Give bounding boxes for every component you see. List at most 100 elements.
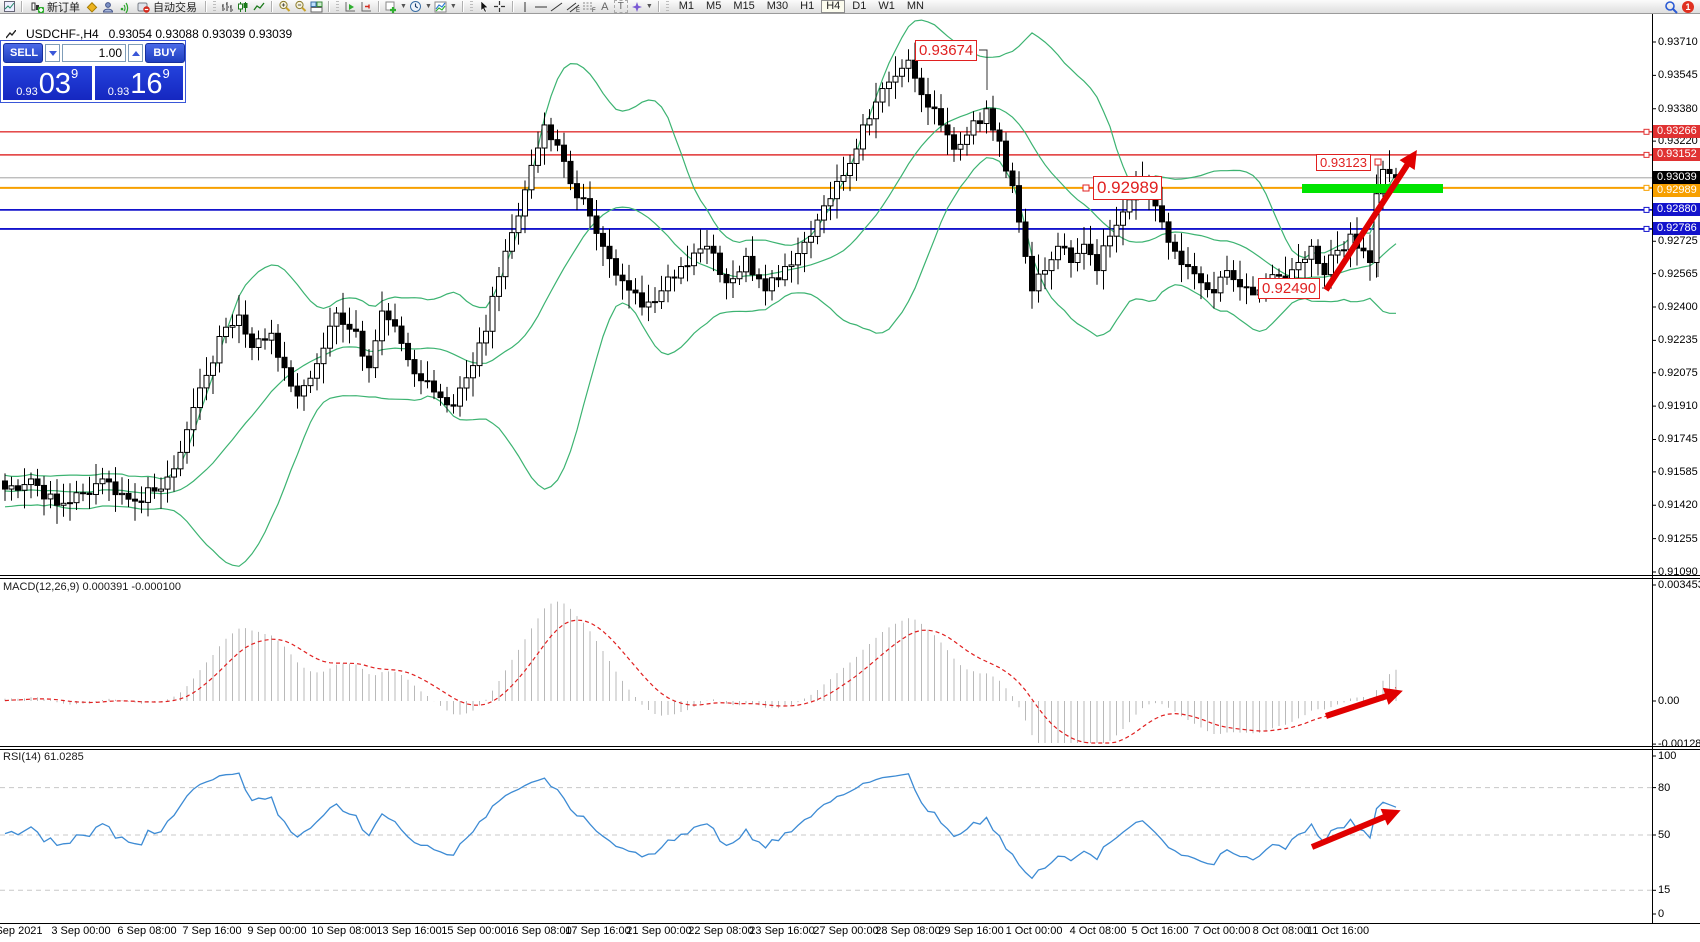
text-label-tool-icon[interactable]: T <box>613 0 628 13</box>
green-highlight-bar[interactable] <box>1302 184 1443 193</box>
y-axis-tick: 0.93710 <box>1658 36 1698 48</box>
indicators-add-icon[interactable] <box>384 0 398 13</box>
volume-increase-button[interactable] <box>128 44 143 62</box>
timeframe-mn[interactable]: MN <box>902 0 929 13</box>
price-label-0.92989: 0.92989 <box>1653 184 1700 198</box>
timeframe-h4[interactable]: H4 <box>821 0 846 13</box>
styler-icon[interactable] <box>85 0 99 13</box>
line-chart-type-icon[interactable] <box>252 0 266 13</box>
time-axis-label: 17 Sep 16:00 <box>565 925 631 937</box>
bullish-arrow[interactable] <box>1325 687 1403 719</box>
chart-window-icon[interactable] <box>2 0 16 13</box>
bollinger-bands <box>4 19 1397 567</box>
bullish-arrow[interactable] <box>1310 808 1401 850</box>
arrows-dropdown-arrow[interactable]: ▼ <box>645 3 653 10</box>
zoom-in-icon[interactable] <box>277 0 291 13</box>
fibonacci-tool-icon[interactable]: F <box>582 0 596 13</box>
y-axis-tick: 0.91745 <box>1658 433 1698 446</box>
macd-axis-tick: 0.003453 <box>1658 579 1700 591</box>
sell-price-tile[interactable]: 0.93 03 9 <box>3 66 92 100</box>
time-axis-label: 21 Sep 00:00 <box>626 925 692 937</box>
time-axis-label: 27 Sep 00:00 <box>813 925 879 937</box>
y-axis-tick: 0.92565 <box>1658 267 1698 280</box>
buy-button[interactable]: BUY <box>145 43 185 63</box>
trendline-tool-icon[interactable] <box>550 0 564 13</box>
tile-windows-icon[interactable] <box>309 0 323 13</box>
macd-axis-tick: -0.001283 <box>1658 738 1700 751</box>
timeframe-w1[interactable]: W1 <box>873 0 900 13</box>
time-axis-label: 15 Sep 00:00 <box>441 925 507 937</box>
triangle-up-icon <box>131 50 140 56</box>
price-annotation-0.93123[interactable]: 0.93123 <box>1316 154 1371 171</box>
level-line-handle[interactable] <box>1643 225 1650 232</box>
auto-trading-button[interactable]: 自动交易 <box>133 0 200 14</box>
ohlc-values: 0.93054 0.93088 0.93039 0.93039 <box>108 27 293 41</box>
high-label-connector <box>979 49 988 90</box>
auto-trading-icon <box>136 0 150 13</box>
indicators-dropdown-arrow[interactable]: ▼ <box>400 3 407 10</box>
time-axis-label: 4 Oct 08:00 <box>1069 925 1127 937</box>
search-icon[interactable] <box>1664 0 1678 14</box>
periods-clock-icon[interactable] <box>409 0 423 13</box>
svg-text:F: F <box>592 8 596 13</box>
recent-high-anchor-square[interactable] <box>1374 158 1382 166</box>
equidistant-channel-tool-icon[interactable]: E <box>566 0 580 13</box>
bar-chart-type-icon[interactable] <box>220 0 234 13</box>
templates-icon[interactable] <box>434 0 448 13</box>
timeframe-m5[interactable]: M5 <box>701 0 726 13</box>
timeframe-d1[interactable]: D1 <box>847 0 871 13</box>
price-label-0.93266: 0.93266 <box>1653 125 1700 139</box>
time-axis-label: 29 Sep 16:00 <box>938 925 1004 937</box>
level-line-handle[interactable] <box>1643 128 1650 135</box>
timeframe-m30[interactable]: M30 <box>762 0 793 13</box>
time-axis-label: 9 Sep 00:00 <box>247 925 307 937</box>
chart-title: USDCHF-,H4 0.93054 0.93088 0.93039 0.930… <box>6 27 292 41</box>
price-annotation-0.93674[interactable]: 0.93674 <box>915 40 978 61</box>
arrows-tool-icon[interactable] <box>630 0 644 13</box>
periods-dropdown-arrow[interactable]: ▼ <box>424 3 432 10</box>
time-axis-label: 16 Sep 08:00 <box>506 925 572 937</box>
volume-decrease-button[interactable] <box>45 44 60 62</box>
sell-button[interactable]: SELL <box>3 43 43 63</box>
buy-price-prefix: 0.93 <box>107 86 130 98</box>
vertical-line-tool-icon[interactable] <box>518 0 532 13</box>
chart-shift-icon[interactable] <box>359 0 373 13</box>
sell-price-prefix: 0.93 <box>16 86 38 98</box>
crosshair-tool-icon[interactable] <box>493 0 507 13</box>
text-tool-icon[interactable]: A <box>601 0 609 13</box>
price-annotation-0.92490[interactable]: 0.92490 <box>1258 278 1321 299</box>
cursor-tool-icon[interactable] <box>477 0 491 13</box>
time-axis-label: 8 Oct 08:00 <box>1252 925 1310 937</box>
volume-input[interactable] <box>62 44 126 62</box>
triangle-down-icon <box>48 50 57 56</box>
bullish-arrow[interactable] <box>1323 149 1417 292</box>
time-axis-label: 5 Oct 16:00 <box>1131 925 1189 937</box>
timeframe-h1[interactable]: H1 <box>795 0 819 13</box>
level-line-handle[interactable] <box>1643 184 1650 191</box>
level-line-handle[interactable] <box>1643 206 1650 213</box>
trend-arrows[interactable] <box>1310 149 1417 850</box>
macd-axis-tick: 0.00 <box>1658 695 1680 707</box>
horizontal-line-tool-icon[interactable] <box>534 0 548 13</box>
zoom-out-icon[interactable] <box>293 0 307 13</box>
signal-icon[interactable] <box>117 0 131 13</box>
timeframe-m1[interactable]: M1 <box>674 0 699 13</box>
level-line-handle[interactable] <box>1643 151 1650 158</box>
y-axis-tick: 0.92725 <box>1658 235 1698 248</box>
auto-scroll-icon[interactable] <box>343 0 357 13</box>
profile-icon[interactable] <box>101 0 115 13</box>
time-axis-label: 28 Sep 08:00 <box>875 925 941 937</box>
candlestick-chart-type-icon[interactable] <box>236 0 250 13</box>
y-axis-tick: 0.93380 <box>1658 102 1698 115</box>
orange-level-anchor-square[interactable] <box>1082 184 1090 192</box>
timeframe-m15[interactable]: M15 <box>728 0 759 13</box>
new-order-button[interactable]: 新订单 <box>27 0 83 14</box>
rsi-label: RSI(14) 61.0285 <box>3 751 84 763</box>
buy-price-tile[interactable]: 0.93 16 9 <box>94 66 183 100</box>
y-axis-tick: 0.91910 <box>1658 400 1698 413</box>
price-annotation-0.92989[interactable]: 0.92989 <box>1093 176 1163 200</box>
templates-dropdown-arrow[interactable]: ▼ <box>449 3 457 10</box>
notification-badge[interactable]: 1 <box>1682 0 1694 13</box>
time-axis-label: Sep 2021 <box>0 925 43 937</box>
